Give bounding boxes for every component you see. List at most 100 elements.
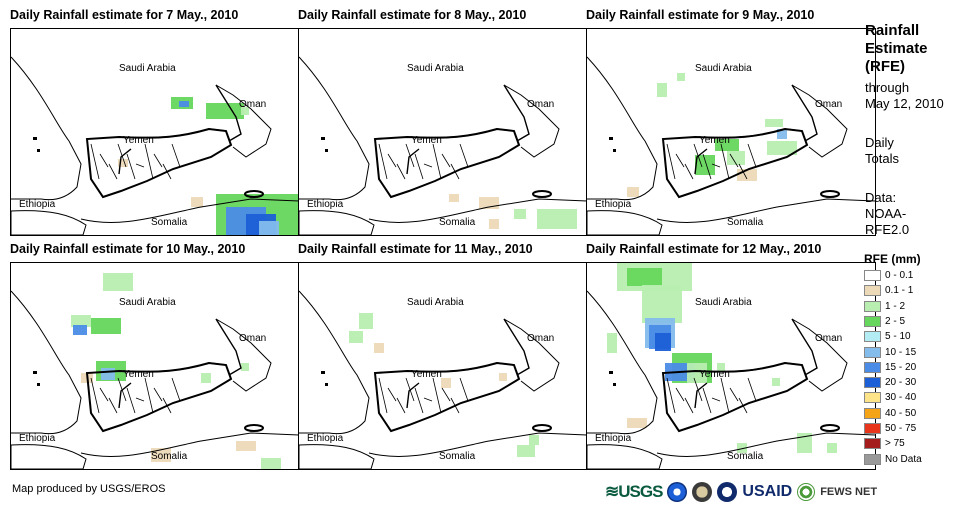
fews-leaf-icon <box>797 483 816 501</box>
rain-patch <box>642 285 682 323</box>
legend-item: 0 - 0.1 <box>864 270 913 283</box>
governorate-boundary <box>99 387 109 402</box>
island-marker <box>325 383 328 386</box>
usaid-seal-icon <box>717 482 738 502</box>
rain-patch <box>607 333 617 353</box>
map-label-somalia: Somalia <box>439 217 476 228</box>
governorate-boundary <box>675 153 685 168</box>
noaa-logo-icon <box>667 482 688 502</box>
legend-item: 40 - 50 <box>864 407 916 421</box>
governorate-boundary <box>729 387 739 402</box>
oman-coastline <box>215 84 272 158</box>
rain-patch <box>517 445 535 457</box>
rain-patch <box>777 129 787 139</box>
map-label-saudi: Saudi Arabia <box>119 297 176 308</box>
legend-swatch <box>864 285 881 297</box>
yemen-outline <box>85 127 233 199</box>
africa-coastline <box>299 210 375 235</box>
legend-label: 0 - 0.1 <box>885 270 914 282</box>
yemen-outline <box>373 127 521 199</box>
rain-patch <box>627 418 647 428</box>
governorate-boundary <box>378 143 388 180</box>
rain-patch <box>529 435 539 445</box>
rain-patch <box>441 378 451 388</box>
legend-swatch <box>864 423 881 434</box>
legend-label: 20 - 30 <box>885 377 917 389</box>
saudi-border <box>694 318 818 409</box>
map-label-yemen: Yemen <box>699 135 730 146</box>
governorate-boundary <box>432 377 442 414</box>
oman-coastline <box>791 318 848 392</box>
rain-patch <box>71 315 91 327</box>
island-marker <box>325 149 328 152</box>
legend-label: 2 - 5 <box>885 316 906 328</box>
side-totals: Totals <box>865 151 899 166</box>
legend-item: 0.1 - 1 <box>864 285 913 298</box>
rain-patch <box>103 273 133 291</box>
map-label-somalia: Somalia <box>151 217 188 228</box>
yemen-outline <box>373 361 521 433</box>
rain-patch <box>767 141 797 155</box>
horn-coastline <box>656 198 875 223</box>
rain-patch <box>73 325 87 335</box>
red-sea-coastline <box>11 290 82 435</box>
horn-coastline <box>368 432 587 457</box>
governorate-boundary <box>666 143 676 180</box>
rain-patch <box>151 448 171 462</box>
governorate-boundary <box>90 377 100 414</box>
rainfall-map: Saudi Arabia Oman Yemen Ethiopia Somalia <box>586 262 876 470</box>
governorate-boundary <box>162 163 172 180</box>
governorate-boundary <box>441 153 451 168</box>
governorate-boundary <box>99 153 109 168</box>
governorate-boundary <box>153 387 163 402</box>
rain-patch <box>737 443 747 453</box>
rain-patch <box>261 458 281 469</box>
legend-item: 20 - 30 <box>864 377 916 390</box>
red-sea-coastline <box>299 56 370 201</box>
map-label-yemen: Yemen <box>411 135 442 146</box>
red-sea-coastline <box>299 290 370 435</box>
governorate-boundary <box>702 153 712 180</box>
yemen-outline <box>661 361 809 433</box>
map-label-oman: Oman <box>527 99 555 110</box>
horn-coastline <box>80 198 299 223</box>
legend-label: No Data <box>885 453 922 465</box>
rainfall-map: Saudi Arabia Oman Yemen Ethiopia Somalia <box>298 28 588 236</box>
governorate-boundary <box>738 163 748 180</box>
legend-item: 5 - 10 <box>864 331 911 344</box>
africa-coastline <box>587 210 663 235</box>
doi-seal-icon <box>692 482 713 502</box>
panel-title: Daily Rainfall estimate for 9 May., 2010 <box>586 8 815 22</box>
rain-patch <box>201 373 211 383</box>
rain-patch <box>717 363 725 371</box>
rain-patch <box>687 363 707 383</box>
map-label-somalia: Somalia <box>439 451 476 462</box>
rain-patch <box>236 441 256 451</box>
legend-item: > 75 <box>864 438 905 451</box>
legend-item: 15 - 20 <box>864 361 916 375</box>
rain-patch <box>695 155 715 175</box>
rain-patch <box>118 159 128 167</box>
governorate-boundary <box>729 153 739 168</box>
rain-patch <box>241 107 249 115</box>
rain-patch <box>537 209 577 229</box>
legend-label: 50 - 75 <box>885 423 917 435</box>
map-label-somalia: Somalia <box>727 451 764 462</box>
rain-patch <box>191 197 203 207</box>
usaid-logo: USAID <box>742 483 793 500</box>
panel-title: Daily Rainfall estimate for 7 May., 2010 <box>10 8 239 22</box>
legend-item: 30 - 40 <box>864 392 916 405</box>
governorate-boundary <box>450 163 460 180</box>
africa-coastline <box>11 210 87 235</box>
legend-heading: RFE (mm) <box>864 252 921 266</box>
map-label-somalia: Somalia <box>151 451 188 462</box>
map-label-saudi: Saudi Arabia <box>407 297 464 308</box>
legend-swatch <box>864 331 881 343</box>
legend-swatch <box>864 453 881 465</box>
rain-patch <box>101 368 115 380</box>
legend-item: No Data <box>864 453 922 467</box>
panel-title: Daily Rainfall estimate for 12 May., 201… <box>586 242 822 256</box>
legend-swatch <box>864 407 881 419</box>
governorate-boundary <box>396 397 406 414</box>
legend-title-block: Rainfall Estimate (RFE) <box>865 22 928 76</box>
